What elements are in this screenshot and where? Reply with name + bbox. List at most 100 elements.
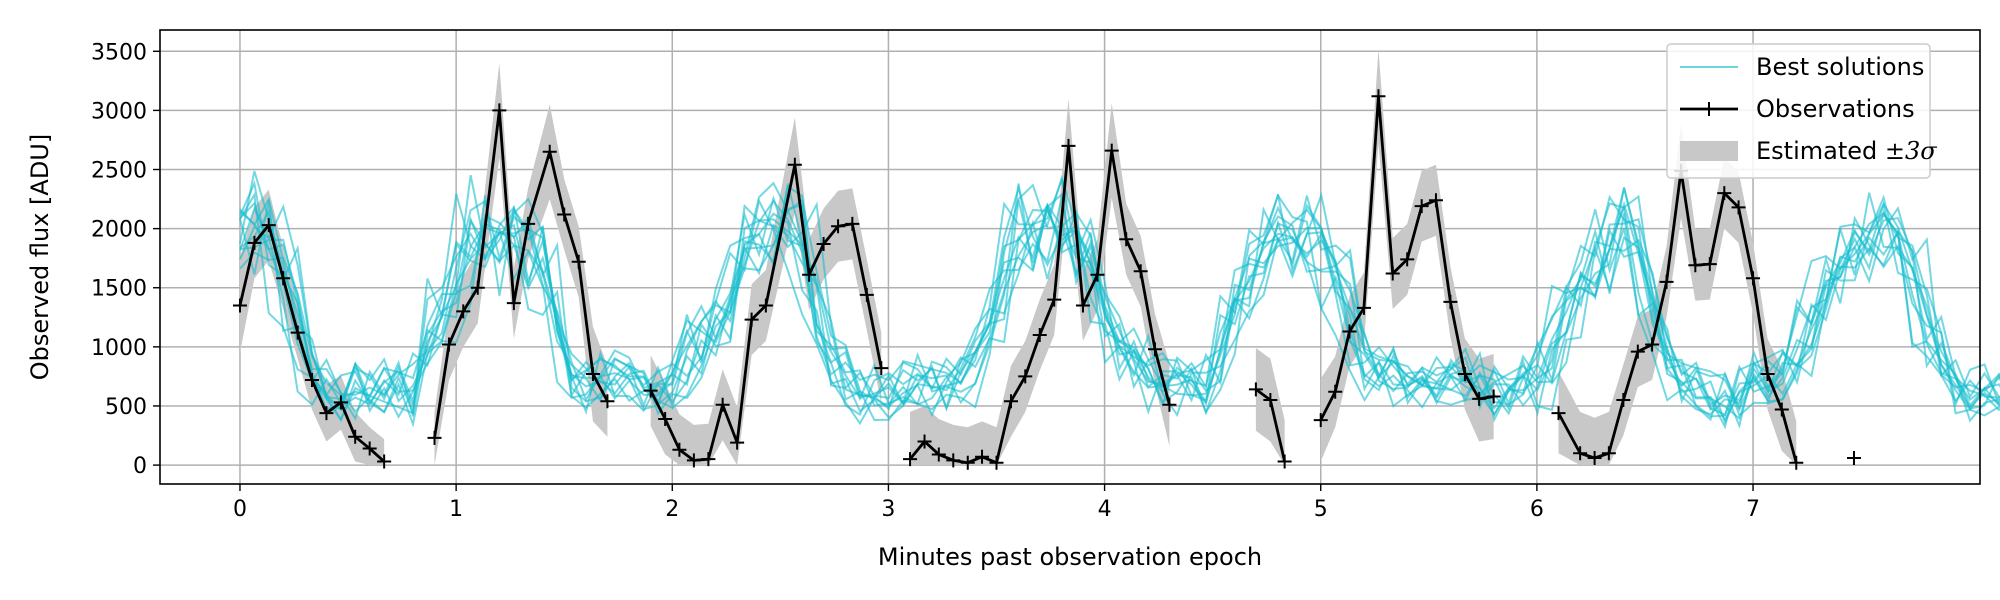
observation-marker xyxy=(859,287,874,302)
observation-marker xyxy=(348,429,363,444)
observation-marker xyxy=(1688,258,1703,273)
observation-marker xyxy=(744,312,759,327)
observation-marker xyxy=(1702,257,1717,272)
observation-marker xyxy=(1760,367,1775,382)
observation-marker xyxy=(1104,143,1119,158)
observation-marker xyxy=(427,430,442,445)
observation-marker xyxy=(845,216,860,231)
observation-marker xyxy=(1162,397,1177,412)
observation-marker xyxy=(1385,266,1400,281)
observation-marker xyxy=(377,454,392,469)
plot-frame xyxy=(159,29,1981,485)
x-tick-label: 7 xyxy=(1746,497,1760,522)
observation-marker xyxy=(1551,406,1566,421)
observation-marker xyxy=(1277,454,1292,469)
observation-marker xyxy=(1313,413,1328,428)
x-tick-label: 3 xyxy=(881,497,895,522)
legend-band-prefix: Estimated xyxy=(1756,137,1885,165)
sigma-band-area xyxy=(650,117,882,466)
best-solution-line xyxy=(239,174,2000,415)
observation-marker xyxy=(1645,337,1660,352)
observation-marker xyxy=(1630,344,1645,359)
observation-marker xyxy=(319,406,334,421)
observation-marker xyxy=(1414,199,1429,214)
observation-marker xyxy=(658,411,673,426)
observation-marker xyxy=(816,236,831,251)
observation-marker xyxy=(276,271,291,286)
observation-marker xyxy=(1248,382,1263,397)
y-tick-label: 0 xyxy=(133,454,147,479)
observation-marker xyxy=(1746,271,1761,286)
observation-marker xyxy=(960,455,975,470)
observation-marker xyxy=(1717,186,1732,201)
observation-marker xyxy=(1443,294,1458,309)
axis-ticks: 0 1 2 3 4 5 6 7 0 500 1000 1500 2000 2500 3000 3500 xyxy=(91,40,1760,522)
observations-series xyxy=(232,89,1861,470)
observation-marker xyxy=(506,296,521,311)
legend: Best solutions Observations Estimated ±3… xyxy=(1666,43,1937,179)
observation-marker xyxy=(1075,298,1090,313)
x-tick-label: 0 xyxy=(233,497,247,522)
observation-marker xyxy=(831,219,846,234)
sigma-band-area xyxy=(1558,123,1797,466)
observation-marker xyxy=(975,449,990,464)
observation-marker xyxy=(542,144,557,159)
x-tick-label: 5 xyxy=(1314,497,1328,522)
observation-marker xyxy=(1133,264,1148,279)
observation-marker xyxy=(557,207,572,222)
x-tick-label: 4 xyxy=(1098,497,1112,522)
observation-marker xyxy=(1601,446,1616,461)
observation-marker xyxy=(456,304,471,319)
observation-marker xyxy=(903,452,918,467)
sigma-band-area xyxy=(910,98,1170,466)
observation-marker xyxy=(470,280,485,295)
observation-marker xyxy=(1846,450,1861,465)
observation-marker xyxy=(1400,252,1415,267)
observation-marker xyxy=(874,361,889,376)
observation-marker xyxy=(232,298,247,313)
observation-marker xyxy=(1147,342,1162,357)
y-tick-label: 3000 xyxy=(91,99,147,124)
observation-marker xyxy=(1616,393,1631,408)
observation-marker xyxy=(672,442,687,457)
observation-marker xyxy=(758,298,773,313)
observation-marker xyxy=(1428,193,1443,208)
observation-marker xyxy=(701,452,716,467)
observation-marker xyxy=(585,367,600,382)
x-tick-label: 6 xyxy=(1530,497,1544,522)
y-tick-label: 500 xyxy=(105,395,147,420)
observation-marker xyxy=(1090,267,1105,282)
observation-marker xyxy=(917,434,932,449)
observation-marker xyxy=(730,435,745,450)
best-solutions-series xyxy=(238,170,2000,430)
y-tick-label: 2500 xyxy=(91,159,147,184)
observation-line xyxy=(649,163,883,462)
observation-marker xyxy=(261,218,276,233)
observation-marker xyxy=(1342,324,1357,339)
observation-marker xyxy=(571,254,586,269)
y-tick-label: 1500 xyxy=(91,277,147,302)
observation-marker xyxy=(290,325,305,340)
observation-marker xyxy=(1659,274,1674,289)
observation-marker xyxy=(521,216,536,231)
y-tick-label: 2000 xyxy=(91,218,147,243)
x-tick-label: 1 xyxy=(449,497,463,522)
observation-marker xyxy=(1731,200,1746,215)
x-tick-label: 2 xyxy=(665,497,679,522)
observation-marker xyxy=(643,383,658,398)
observation-marker xyxy=(946,453,961,468)
y-tick-label: 3500 xyxy=(91,40,147,65)
observation-marker xyxy=(304,372,319,387)
observation-marker xyxy=(1587,450,1602,465)
observation-marker xyxy=(1457,367,1472,382)
y-tick-label: 1000 xyxy=(91,336,147,361)
observation-marker xyxy=(1119,232,1134,247)
legend-band-swatch xyxy=(1680,141,1738,161)
observation-marker xyxy=(1789,455,1804,470)
observation-marker xyxy=(931,447,946,462)
observation-marker xyxy=(1018,369,1033,384)
observation-marker xyxy=(1003,394,1018,409)
observation-marker xyxy=(1371,89,1386,104)
observation-marker xyxy=(1263,393,1278,408)
legend-obs-label: Observations xyxy=(1756,95,1915,123)
